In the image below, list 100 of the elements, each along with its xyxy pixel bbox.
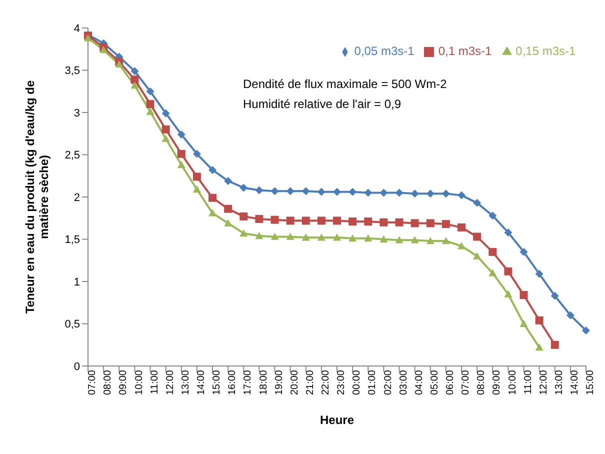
x-tick-label: 06:00 [445,370,456,396]
point [520,248,528,256]
point [380,235,388,242]
x-tick-label: 11:00 [522,370,534,394]
point [224,219,232,226]
point [333,234,341,241]
point [395,188,404,197]
x-tick-label: 08:00 [476,370,488,396]
point [364,234,372,242]
point [224,204,232,213]
x-tick-label: 21:00 [304,370,316,396]
point [488,248,497,256]
x-tick-label: 10:00 [134,370,145,396]
point [177,130,186,138]
point [364,188,372,197]
y-tick-label: 2,5 [64,150,80,162]
point [410,236,419,244]
point [130,76,139,84]
x-tick-label: 02:00 [382,370,394,396]
x-tick-label: 00:00 [352,370,363,396]
point [582,326,590,335]
point [504,267,512,276]
point [162,109,170,118]
annotation: Dendité de flux maximale = 500 Wm-2 [243,76,447,93]
x-tick-label: 23:00 [336,370,348,396]
x-tick-label: 07:00 [460,370,472,396]
point [535,316,544,324]
legend-label: 0,15 m3s-1 [516,44,576,58]
x-tick-label: 09:00 [118,370,130,396]
point [458,223,466,232]
x-tick-label: 13:00 [180,370,192,396]
point [504,228,512,236]
point [255,214,264,223]
y-axis-title: Teneur en eau du produit (kg d'eau/kg de matière sèche) [23,80,51,314]
point [100,46,108,54]
point [192,172,201,181]
point [317,234,326,241]
point [364,218,372,226]
x-tick-label: 19:00 [274,370,285,396]
point [270,232,279,240]
point [426,219,434,228]
point [488,269,497,276]
point [270,187,279,196]
y-tick-label: 0,5 [64,318,80,331]
point [348,218,357,226]
point [410,219,419,228]
point [177,160,186,168]
point [504,290,512,298]
x-tick-label: 12:00 [164,370,176,396]
x-tick-label: 20:00 [289,370,300,396]
point [84,34,92,42]
point [208,166,216,174]
point [333,216,341,225]
x-tick-label: 16:00 [227,370,238,396]
point [473,198,482,207]
y-tick-label: 3 [74,107,80,120]
point [240,184,248,192]
point [255,186,264,194]
y-tick-label: 1 [74,276,80,288]
x-tick-label: 05:00 [429,370,440,396]
point [146,100,154,108]
point [488,212,497,220]
point [317,216,326,225]
point [270,216,279,224]
point [348,188,357,196]
x-tick-label: 09:00 [492,370,503,396]
y-tick-label: 0 [74,360,80,373]
x-tick-label: 15:00 [212,370,223,396]
point [208,194,216,202]
x-tick-label: 10:00 [507,370,518,396]
point [192,150,201,158]
x-tick-label: 14:00 [570,370,581,396]
point [550,340,559,349]
point [286,232,294,240]
point [520,320,528,327]
point [146,108,154,115]
point [473,252,482,260]
x-tick-label: 22:00 [320,370,332,396]
point [255,232,264,240]
point [458,242,466,250]
point [333,188,341,196]
point [162,134,170,142]
legend-label: 0,05 m3s-1 [354,44,414,58]
point [426,236,434,244]
point [240,212,248,220]
point [380,218,388,226]
point [442,220,450,228]
point [395,236,404,244]
point [520,291,528,300]
point [224,176,232,185]
point [177,150,186,158]
x-tick-label: 13:00 [554,370,565,396]
point [192,185,201,193]
point [442,190,450,198]
x-tick-label: 18:00 [258,370,270,396]
point [380,188,388,197]
x-tick-label: 17:00 [242,370,254,396]
point [302,216,310,225]
point [286,216,294,225]
y-tick-label: 4 [74,22,80,35]
